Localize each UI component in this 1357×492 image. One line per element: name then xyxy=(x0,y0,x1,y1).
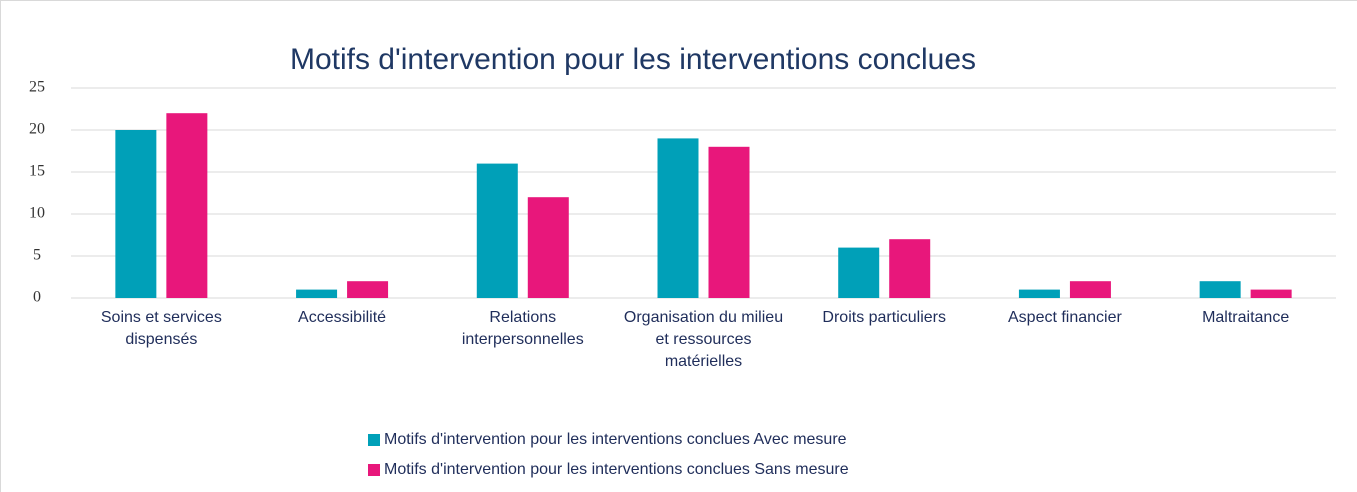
x-tick-label: Aspect financier xyxy=(1008,309,1122,326)
bar xyxy=(527,197,569,298)
bar xyxy=(347,281,389,298)
x-tick-label: Organisation du milieu et ressources mat… xyxy=(623,309,784,370)
bar xyxy=(1250,289,1292,298)
bar xyxy=(166,113,208,298)
bar xyxy=(657,138,699,298)
bar xyxy=(115,130,157,298)
bar xyxy=(838,247,880,298)
bar xyxy=(296,289,338,298)
y-tick-label: 5 xyxy=(33,247,41,264)
chart-title: Motifs d'intervention pour les intervent… xyxy=(290,43,976,76)
y-tick-label: 15 xyxy=(29,163,45,180)
legend-swatch xyxy=(368,434,380,446)
bar xyxy=(476,163,518,298)
legend-label: Motifs d'intervention pour les intervent… xyxy=(384,431,847,448)
bar xyxy=(1018,289,1060,298)
legend-swatch xyxy=(368,464,380,476)
bar xyxy=(889,239,931,298)
legend-label: Motifs d'intervention pour les intervent… xyxy=(384,461,849,478)
x-tick-label: Maltraitance xyxy=(1202,309,1290,326)
bar xyxy=(1069,281,1111,298)
y-tick-label: 25 xyxy=(29,79,45,96)
x-tick-label: Droits particuliers xyxy=(822,309,946,326)
x-tick-label: Accessibilité xyxy=(298,309,387,326)
y-tick-label: 20 xyxy=(29,121,45,138)
x-tick-label: Relations interpersonnelles xyxy=(461,309,584,348)
legend-item: Motifs d'intervention pour les intervent… xyxy=(368,431,847,449)
y-tick-label: 0 xyxy=(33,289,41,306)
legend-item: Motifs d'intervention pour les intervent… xyxy=(368,461,849,479)
bar xyxy=(1199,281,1241,298)
y-tick-label: 10 xyxy=(29,205,45,222)
bar xyxy=(708,146,750,298)
x-tick-label: Soins et services dispensés xyxy=(100,309,222,348)
